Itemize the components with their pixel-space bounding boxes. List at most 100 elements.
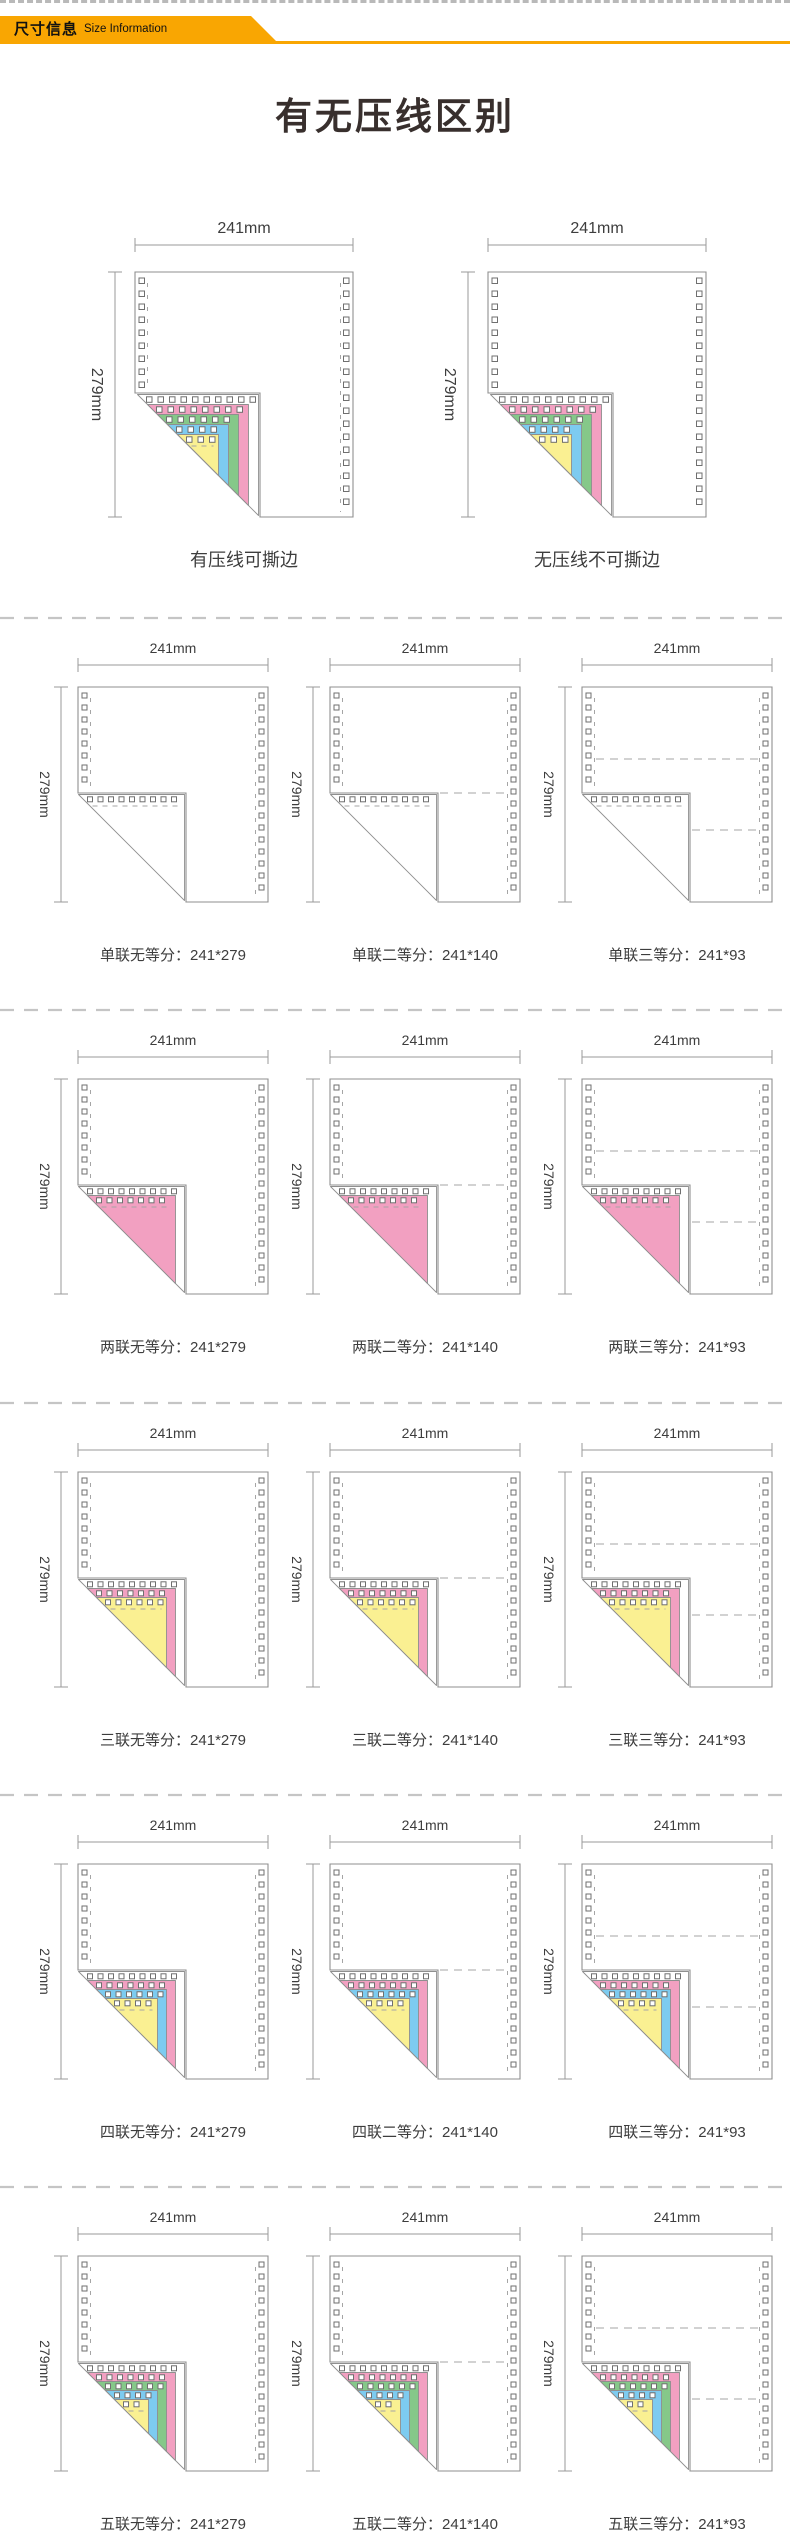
grid-diagram-r5c2: 241mm 279mm 五联二等分：241*140 — [289, 2209, 521, 2533]
grid-diagram-r2c1: 241mm 279mm 两联无等分：241*279 — [37, 1032, 269, 1356]
dim-height-label: 279mm — [289, 1948, 305, 1995]
grid-diagram-r2c3: 241mm 279mm 两联三等分：241*93 — [541, 1032, 773, 1356]
paper-sheet — [581, 686, 773, 903]
dim-width-label: 241mm — [150, 1817, 197, 1833]
ply-flap-yellow — [105, 1998, 158, 2051]
diagram-caption: 两联无等分：241*279 — [100, 1338, 246, 1356]
diagram-caption: 三联二等分：241*140 — [352, 1731, 498, 1749]
paper-sheet — [77, 686, 269, 903]
dim-width-label: 241mm — [654, 640, 701, 656]
paper-sheet — [134, 271, 354, 518]
diagram-caption: 三联无等分：241*279 — [100, 1731, 246, 1749]
diagram-caption: 有压线可撕边 — [190, 550, 298, 570]
grid-diagram-r1c1: 241mm 279mm 单联无等分：241*279 — [37, 640, 269, 964]
ply-flap-yellow — [530, 434, 572, 476]
dim-width-label: 241mm — [402, 1817, 449, 1833]
diagram-caption: 五联三等分：241*93 — [608, 2515, 746, 2533]
grid-diagram-r1c3: 241mm 279mm 单联三等分：241*93 — [541, 640, 773, 964]
diagram-caption: 单联三等分：241*93 — [608, 946, 746, 964]
diagram-caption: 单联无等分：241*279 — [100, 946, 246, 964]
grid-diagram-r1c2: 241mm 279mm 单联二等分：241*140 — [289, 640, 521, 964]
dim-height-label: 279mm — [541, 2340, 557, 2387]
paper-sheet — [581, 1863, 773, 2080]
diagram-caption: 四联无等分：241*279 — [100, 2123, 246, 2141]
dim-height-label: 279mm — [37, 1556, 53, 1603]
ply-flap-yellow — [96, 1597, 167, 1668]
dim-width-label: 241mm — [654, 2209, 701, 2225]
dim-height-label: 279mm — [541, 1948, 557, 1995]
dim-width-label: 241mm — [402, 1032, 449, 1048]
main-title: 有无压线区别 — [275, 96, 515, 137]
grid-diagram-r5c3: 241mm 279mm 五联三等分：241*93 — [541, 2209, 773, 2533]
ply-flap-yellow — [600, 1597, 671, 1668]
paper-sheet — [581, 2255, 773, 2472]
diagram-caption: 五联无等分：241*279 — [100, 2515, 246, 2533]
diagram-caption: 无压线不可撕边 — [534, 550, 660, 570]
ply-flap-yellow — [348, 1597, 419, 1668]
diagram-caption: 两联三等分：241*93 — [608, 1338, 746, 1356]
header-title-en: Size Information — [84, 22, 168, 35]
ply-flap-yellow — [357, 1998, 410, 2051]
paper-sheet — [487, 271, 707, 518]
paper-sheet — [581, 1471, 773, 1688]
ply-flap-yellow — [177, 434, 219, 476]
diagram-caption: 单联二等分：241*140 — [352, 946, 498, 964]
dim-width-label: 241mm — [402, 640, 449, 656]
diagram-caption: 五联二等分：241*140 — [352, 2515, 498, 2533]
dim-height-label: 279mm — [88, 368, 105, 421]
diagram-caption: 三联三等分：241*93 — [608, 1731, 746, 1749]
dim-height-label: 279mm — [541, 771, 557, 818]
dim-width-label: 241mm — [654, 1817, 701, 1833]
paper-sheet — [77, 1471, 269, 1688]
dim-width-label: 241mm — [402, 2209, 449, 2225]
dim-height-label: 279mm — [289, 2340, 305, 2387]
section-header-banner: 尺寸信息 Size Information — [0, 16, 276, 41]
dim-height-label: 279mm — [541, 1556, 557, 1603]
dim-width-label: 241mm — [217, 220, 270, 237]
ply-flap-pink — [591, 1195, 680, 1284]
grid-diagram-r4c2: 241mm 279mm 四联二等分：241*140 — [289, 1817, 521, 2141]
paper-sheet — [77, 1863, 269, 2080]
dim-width-label: 241mm — [654, 1425, 701, 1441]
top-separator-line — [0, 0, 790, 3]
ply-flap-pink — [87, 1195, 176, 1284]
grid-diagram-r4c3: 241mm 279mm 四联三等分：241*93 — [541, 1817, 773, 2141]
paper-sheet — [329, 2255, 521, 2472]
dim-height-label: 279mm — [289, 1163, 305, 1210]
ply-flap-yellow — [618, 2399, 653, 2434]
dim-width-label: 241mm — [150, 1425, 197, 1441]
dim-width-label: 241mm — [654, 1032, 701, 1048]
dim-height-label: 279mm — [37, 1163, 53, 1210]
ply-flap-yellow — [609, 1998, 662, 2051]
dim-width-label: 241mm — [570, 220, 623, 237]
dim-width-label: 241mm — [402, 1425, 449, 1441]
paper-sheet — [77, 2255, 269, 2472]
paper-sheet — [329, 1078, 521, 1295]
paper-sheet — [77, 1078, 269, 1295]
comparison-diagram-left: 241mm 279mm 有压线可撕边 — [88, 220, 354, 570]
ply-flap-white — [582, 794, 689, 901]
ply-flap-white — [330, 794, 437, 901]
comparison-diagram-right: 241mm 279mm 无压线不可撕边 — [441, 220, 707, 570]
dim-height-label: 279mm — [37, 1948, 53, 1995]
dim-height-label: 279mm — [441, 368, 458, 421]
dim-height-label: 279mm — [37, 2340, 53, 2387]
dim-width-label: 241mm — [150, 640, 197, 656]
ply-flap-pink — [339, 1195, 428, 1284]
header-accent-rule — [0, 41, 790, 44]
grid-diagram-r2c2: 241mm 279mm 两联二等分：241*140 — [289, 1032, 521, 1356]
ply-flap-yellow — [114, 2399, 149, 2434]
grid-diagram-r3c3: 241mm 279mm 三联三等分：241*93 — [541, 1425, 773, 1749]
paper-sheet — [329, 1863, 521, 2080]
dim-width-label: 241mm — [150, 1032, 197, 1048]
grid-diagram-r4c1: 241mm 279mm 四联无等分：241*279 — [37, 1817, 269, 2141]
ply-flap-yellow — [366, 2399, 401, 2434]
dim-height-label: 279mm — [289, 771, 305, 818]
grid-diagram-r5c1: 241mm 279mm 五联无等分：241*279 — [37, 2209, 269, 2533]
paper-sheet — [329, 686, 521, 903]
paper-sheet — [581, 1078, 773, 1295]
diagram-caption: 四联三等分：241*93 — [608, 2123, 746, 2141]
dim-height-label: 279mm — [37, 771, 53, 818]
